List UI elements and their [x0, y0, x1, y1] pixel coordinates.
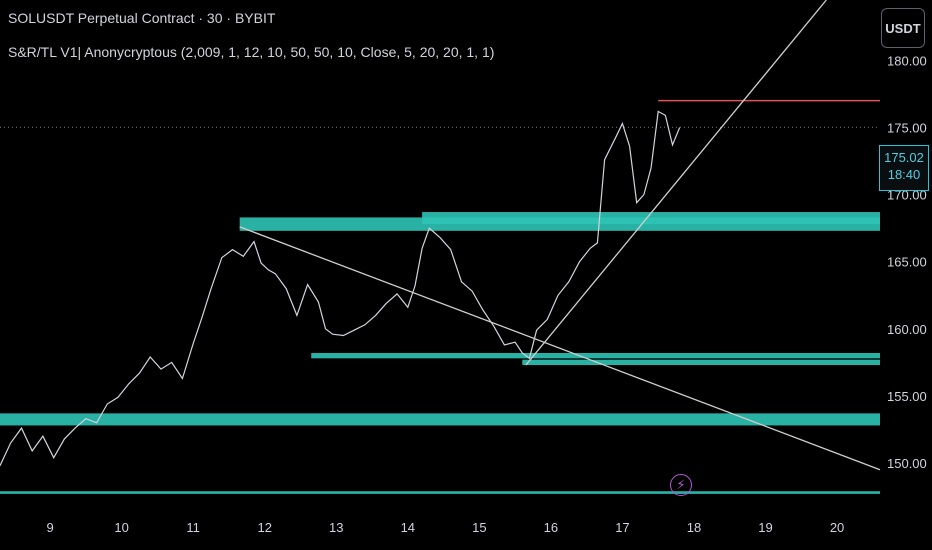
- x-tick-label: 14: [401, 520, 415, 535]
- indicator-title: S&R/TL V1| Anonycryptous (2,009, 1, 12, …: [8, 44, 495, 60]
- y-tick-label: 150.00: [887, 456, 927, 471]
- y-tick-label: 155.00: [887, 389, 927, 404]
- last-price-value: 175.02: [884, 150, 924, 165]
- time-axis[interactable]: 9 10 11 12 13 14 15 16 17 18 19 20: [46, 520, 844, 535]
- last-price-badge: 175.02 18:40: [879, 145, 929, 191]
- y-tick-label: 165.00: [887, 255, 927, 270]
- x-tick-label: 11: [186, 520, 200, 535]
- x-tick-label: 9: [46, 520, 53, 535]
- x-tick-label: 13: [329, 520, 343, 535]
- sr-zone: [0, 491, 880, 494]
- sr-zone: [422, 212, 880, 225]
- x-tick-label: 10: [114, 520, 128, 535]
- symbol-title: SOLUSDT Perpetual Contract · 30 · BYBIT: [8, 10, 276, 26]
- x-tick-label: 17: [615, 520, 629, 535]
- bar-countdown: 18:40: [887, 167, 921, 182]
- y-tick-label: 180.00: [887, 53, 927, 68]
- sr-zone: [311, 352, 881, 359]
- x-tick-label: 15: [472, 520, 486, 535]
- x-tick-label: 18: [687, 520, 701, 535]
- sr-zone: [522, 359, 880, 366]
- support-resistance-zones: [0, 212, 881, 494]
- y-tick-label: 175.00: [887, 121, 927, 136]
- x-tick-label: 20: [830, 520, 844, 535]
- x-tick-label: 12: [257, 520, 271, 535]
- x-tick-label: 19: [758, 520, 772, 535]
- x-tick-label: 16: [544, 520, 558, 535]
- trendline: [525, 0, 827, 366]
- price-series-line: [0, 110, 681, 466]
- trendline: [239, 226, 881, 471]
- y-tick-label: 170.00: [887, 188, 927, 203]
- trendlines: [239, 0, 881, 471]
- currency-button[interactable]: USDT: [881, 8, 925, 48]
- lightning-icon[interactable]: ⚡: [670, 474, 692, 496]
- price-axis[interactable]: 150.00 155.00 160.00 165.00 170.00 175.00 180.…: [887, 53, 927, 471]
- y-tick-label: 160.00: [887, 322, 927, 337]
- sr-zone: [0, 413, 880, 426]
